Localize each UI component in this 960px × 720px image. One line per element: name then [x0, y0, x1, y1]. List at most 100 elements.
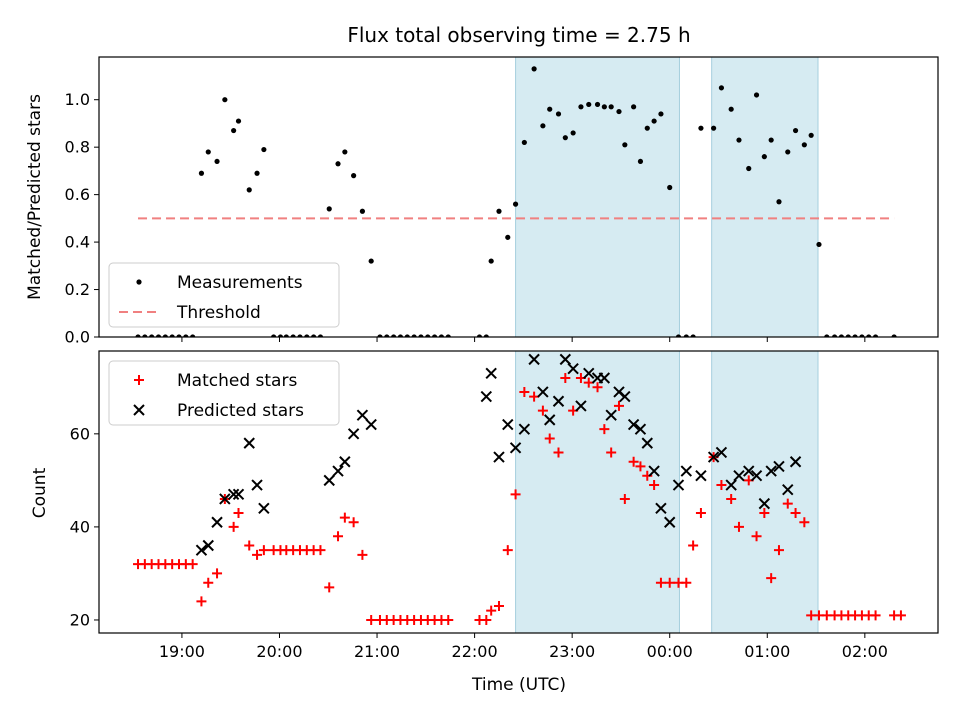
predicted-stars-point: [552, 395, 565, 407]
y-tick-label: 1.0: [65, 90, 90, 109]
matched-stars-point: [613, 400, 624, 411]
measurements-point: [283, 334, 289, 337]
measurements-point: [277, 334, 284, 337]
matched-stars-point: [664, 577, 675, 588]
legend-box: [108, 262, 340, 328]
measurements-point: [586, 101, 592, 108]
predicted-stars-point: [715, 446, 728, 459]
measurements-point: [866, 334, 872, 337]
measurements-point: [718, 85, 725, 91]
matched-stars-point: [258, 545, 269, 556]
matched-stars-point: [635, 461, 646, 472]
matched-stars-point: [655, 577, 666, 588]
predicted-stars-point: [243, 437, 255, 449]
measurements-point: [391, 334, 397, 337]
legend-marker: [136, 279, 142, 285]
measurements-point: [377, 334, 383, 337]
matched-stars-point: [619, 493, 630, 504]
measurements-point: [155, 334, 162, 337]
predicted-stars-point: [509, 442, 522, 454]
ratio-legend: Measurements Threshold: [108, 262, 340, 328]
matched-stars-point: [339, 512, 350, 523]
measurements-point: [768, 137, 774, 143]
y-tick-label: 0.0: [65, 328, 90, 347]
count-y-axis-label: Count: [30, 467, 50, 518]
measurements-point: [246, 187, 252, 193]
measurements-point: [698, 125, 704, 131]
x-tick-label: 01:00: [744, 642, 790, 661]
predicted-stars-point: [251, 479, 263, 491]
measurements-point: [149, 334, 155, 337]
measurements-point: [683, 334, 689, 337]
predicted-stars-point: [758, 497, 771, 510]
counts-axes-frame: [98, 350, 939, 634]
matched-stars-point: [583, 377, 594, 388]
measurements-point: [824, 334, 830, 337]
measurements-point: [445, 334, 451, 337]
measurements-point: [753, 92, 760, 98]
legend-box: [108, 360, 340, 426]
matched-stars-point: [870, 610, 881, 621]
predicted-stars-point: [583, 367, 595, 380]
matched-stars-point: [649, 480, 660, 491]
measurements-point: [852, 334, 858, 337]
measurements-point: [859, 334, 865, 337]
matched-stars-point: [716, 480, 727, 491]
matched-stars-point: [782, 498, 793, 509]
legend-label: Threshold: [176, 303, 261, 323]
observing-window-1: [515, 56, 680, 338]
x-tick-label: 02:00: [842, 642, 888, 661]
predicted-stars-point: [664, 516, 676, 528]
measurements-point: [169, 334, 175, 337]
predicted-stars-point: [544, 414, 556, 426]
predicted-stars-point: [518, 423, 531, 435]
measurements-point: [418, 334, 424, 337]
x-tick-label: 19:00: [159, 642, 205, 661]
legend-marker: [134, 375, 144, 385]
measurements-point: [547, 106, 553, 112]
counts-panel: 20 40 60 19:00 20:00 21:00 22:00 23:00 00:00 01:0…: [70, 350, 939, 661]
matched-stars-point: [773, 545, 784, 556]
matched-stars-point: [357, 549, 368, 560]
predicted-stars-point: [750, 470, 763, 482]
measurements-point: [271, 334, 277, 337]
matched-stars-point: [529, 391, 540, 402]
predicted-stars-point: [733, 470, 745, 482]
matched-stars-point: [212, 568, 223, 579]
measurements-point: [736, 137, 742, 143]
measurements-point: [438, 334, 445, 337]
measurements-point: [397, 334, 404, 337]
predicted-stars-point: [765, 465, 777, 477]
measurements-point: [304, 334, 310, 337]
measurements-point: [404, 334, 410, 337]
predicted-stars-point: [559, 353, 572, 366]
measurements-point: [254, 170, 260, 176]
measurements-point: [785, 149, 791, 155]
matched-stars-point: [681, 577, 692, 588]
measurements-point: [562, 135, 568, 141]
predicted-stars-point: [258, 502, 270, 514]
measurements-point: [198, 170, 205, 176]
measurements-point: [616, 108, 622, 115]
measurements-point: [496, 208, 502, 214]
measurements-point: [531, 66, 537, 72]
matched-stars-point: [895, 610, 906, 621]
matched-stars-point: [592, 382, 603, 393]
predicted-stars-point: [648, 465, 660, 477]
matched-stars-point: [519, 386, 530, 397]
measurements-point: [675, 334, 682, 337]
legend-label: Measurements: [177, 273, 303, 293]
measurements-point: [801, 142, 807, 148]
measurements-point: [297, 334, 303, 337]
measurements-point: [838, 334, 845, 337]
measurements-point: [235, 118, 242, 124]
matched-stars-point: [510, 489, 521, 500]
measurements-point: [651, 118, 657, 124]
legend-marker: [133, 404, 145, 416]
measurements-point: [570, 130, 576, 136]
measurements-point: [335, 161, 341, 167]
measurements-point: [831, 334, 838, 337]
matched-stars-point: [228, 521, 239, 532]
measurements-point: [176, 334, 182, 337]
legend-label: Matched stars: [177, 371, 297, 391]
